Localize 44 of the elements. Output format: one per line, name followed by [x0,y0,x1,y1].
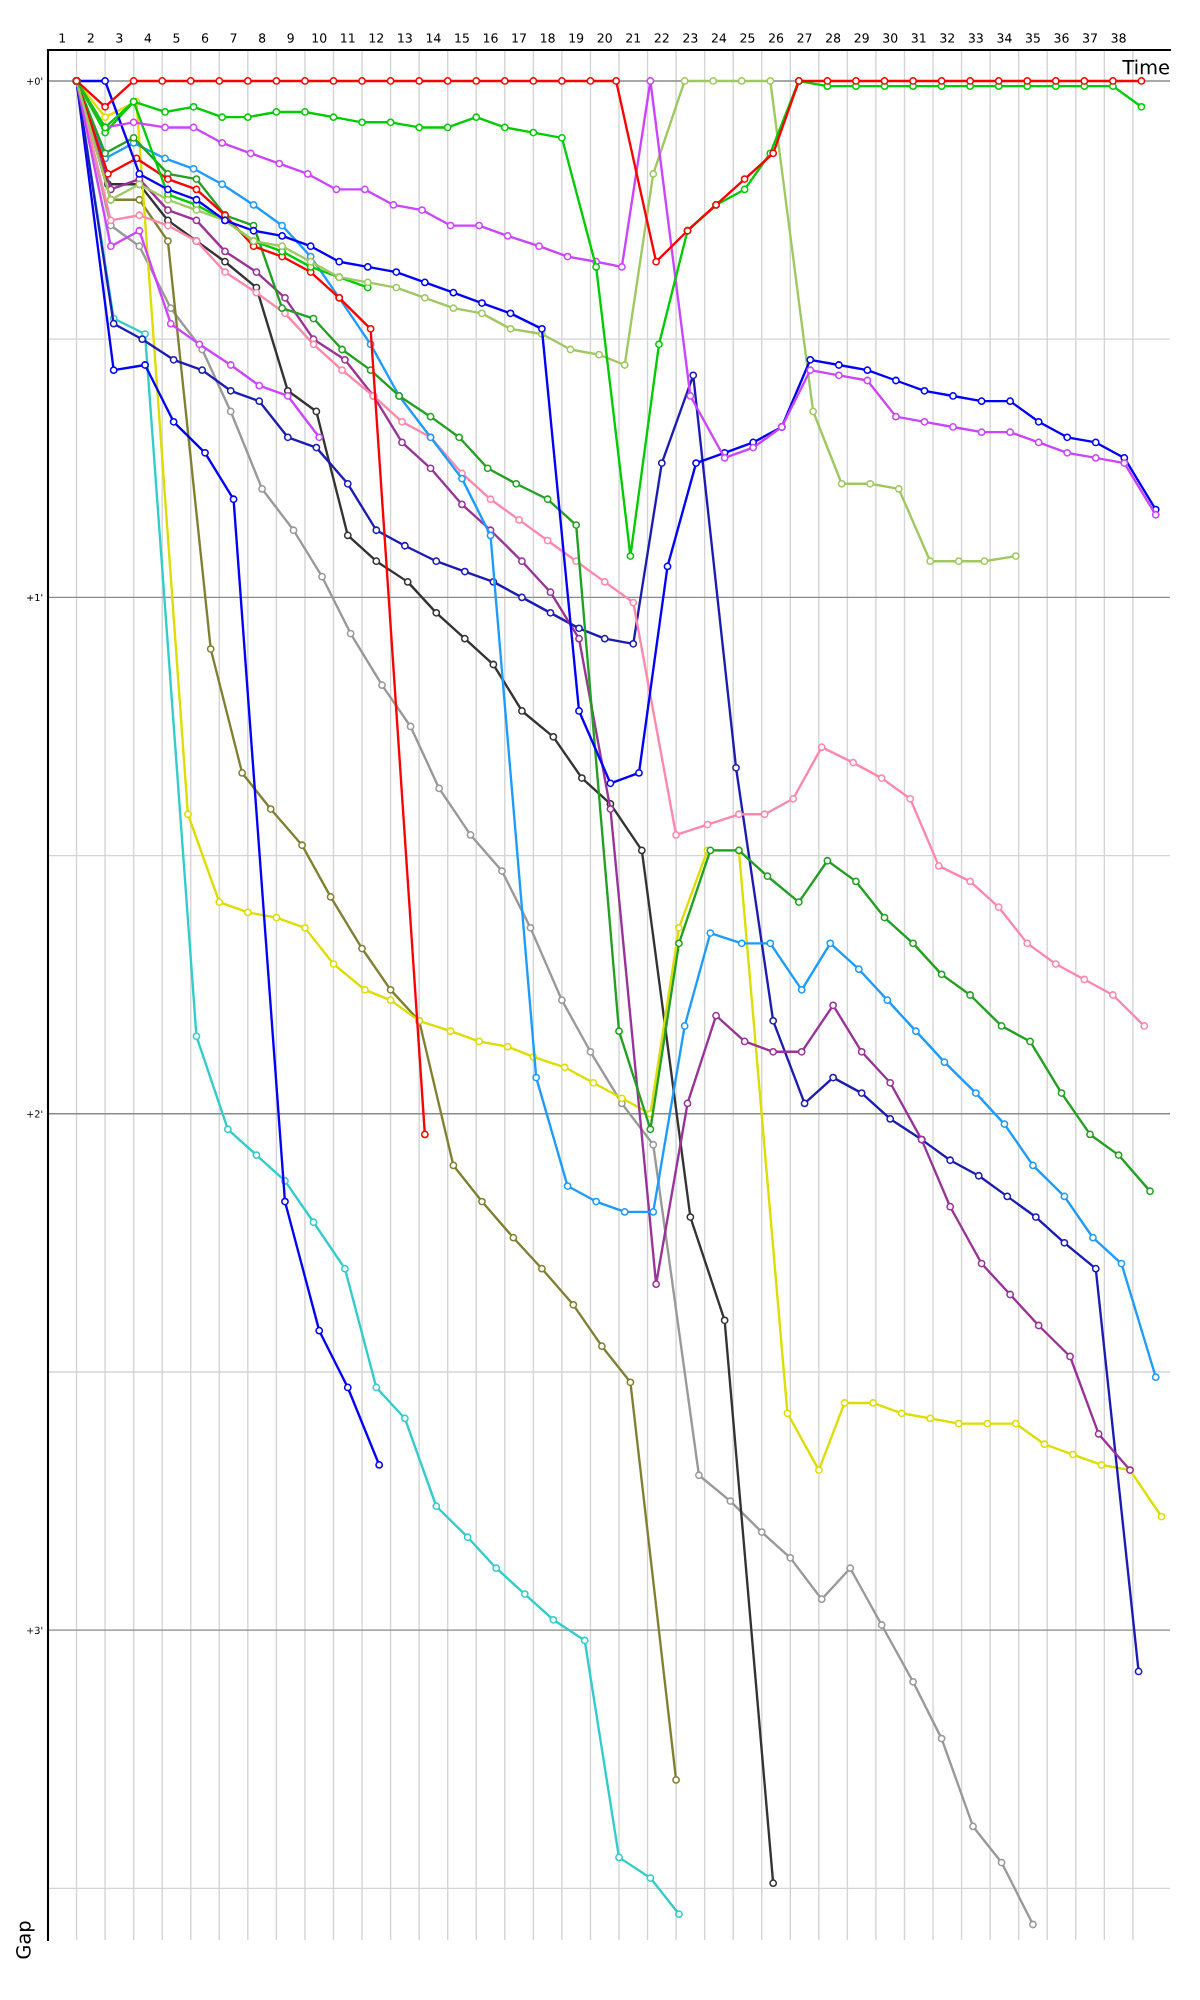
x-tick-label: 11 [341,33,355,43]
x-tick-label: 29 [854,33,869,43]
x-tick-label: 9 [287,33,294,43]
x-tick-label: 24 [711,33,727,43]
x-tick-label: 5 [173,33,180,43]
x-tick-label: 13 [398,33,412,43]
x-tick-label: 16 [483,33,498,43]
y-tick-label: +1' [27,593,43,602]
x-axis-title: Time [1122,59,1169,75]
x-tick-label: 23 [683,33,698,43]
x-tick-label: 30 [883,33,898,43]
y-tick-label: +0' [27,77,43,85]
x-tick-label: 37 [1083,33,1097,43]
x-tick-label: 32 [940,33,955,43]
x-tick-label: 22 [654,33,669,43]
x-tick-label: 3 [116,33,123,43]
x-tick-label: 10 [312,33,327,43]
x-tick-label: 15 [455,33,469,43]
x-tick-label: 36 [1054,33,1069,43]
x-tick-label: 35 [1025,33,1040,43]
x-tick-label: 31 [911,33,926,43]
x-tick-label: 18 [541,33,555,43]
x-tick-label: 12 [369,33,384,43]
x-tick-label: 14 [426,33,441,43]
x-tick-label: 28 [826,33,841,43]
x-tick-label: 8 [258,33,266,43]
x-tick-label: 7 [230,33,237,43]
x-tick-label: 2 [87,33,94,43]
x-tick-label: 4 [144,33,152,43]
x-tick-label: 26 [768,33,784,43]
x-tick-label: 33 [968,33,983,43]
x-tick-label: 34 [997,33,1012,43]
x-tick-label: 38 [1111,33,1126,43]
y-axis-title: Gap [16,1921,35,1959]
x-tick-label: 19 [569,33,584,43]
x-tick-label: 17 [512,33,526,43]
x-tick-label: 1 [59,33,66,43]
x-tick-label: 25 [740,33,755,43]
x-tick-label: 21 [626,33,641,43]
x-tick-label: 6 [201,33,209,43]
y-tick-label: +3' [27,1626,43,1634]
x-tick-label: 20 [597,33,612,43]
x-tick-label: 27 [797,33,812,43]
y-tick-label: +2' [27,1110,43,1118]
